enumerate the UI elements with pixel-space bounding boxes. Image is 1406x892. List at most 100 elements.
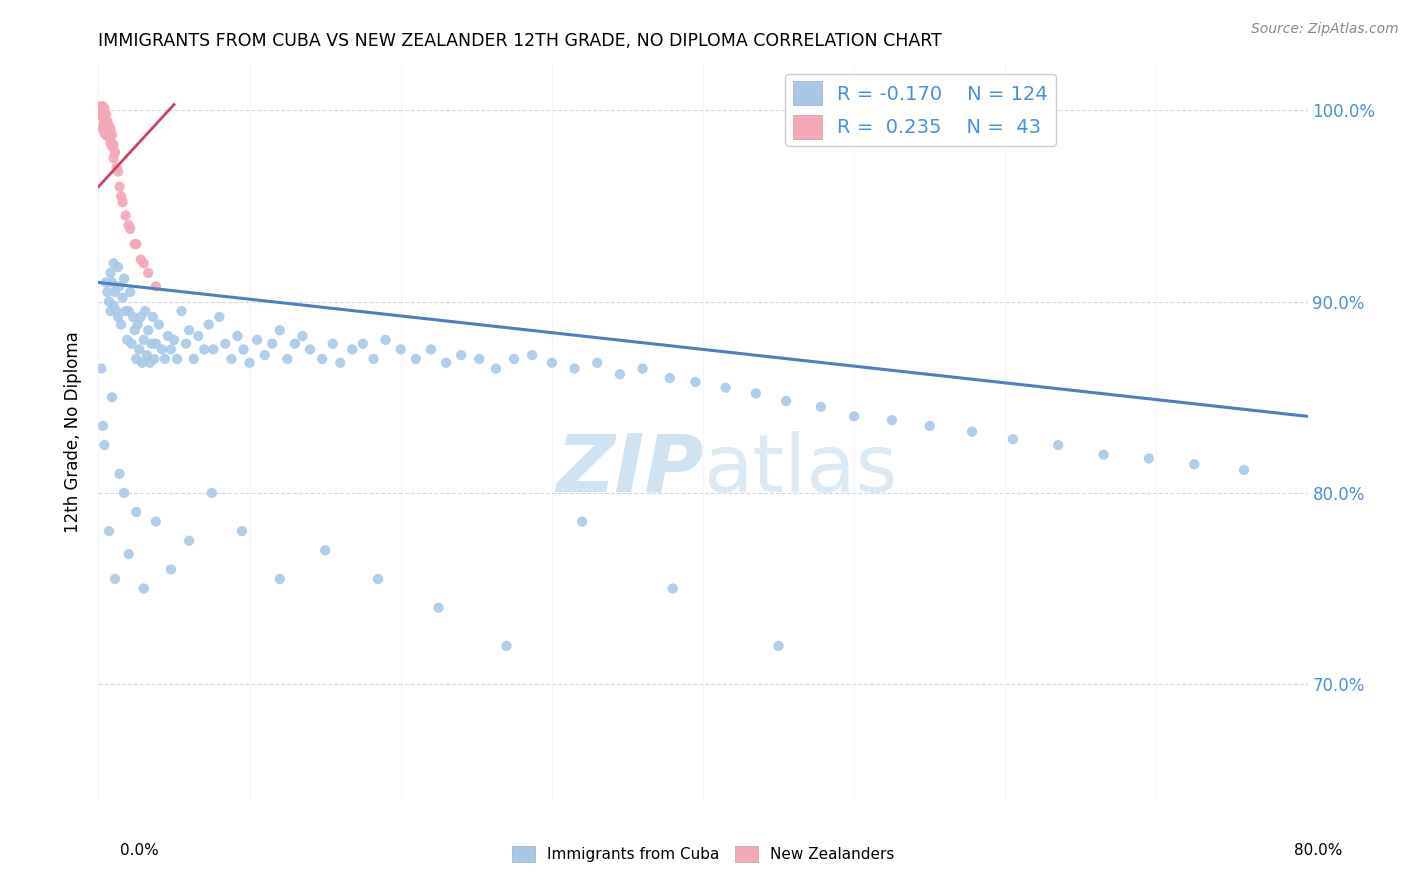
Point	[131, 356, 153, 370]
Point	[100, 136, 122, 150]
Point	[90, 107, 112, 121]
Point	[118, 304, 141, 318]
Point	[450, 348, 472, 362]
Point	[960, 425, 983, 439]
Point	[844, 409, 866, 424]
Point	[427, 600, 450, 615]
Point	[115, 333, 138, 347]
Point	[112, 486, 135, 500]
Point	[156, 329, 179, 343]
Point	[136, 266, 159, 280]
Point	[136, 323, 159, 337]
Point	[111, 195, 134, 210]
Point	[291, 329, 314, 343]
Point	[112, 271, 135, 285]
Point	[94, 276, 117, 290]
Text: Source: ZipAtlas.com: Source: ZipAtlas.com	[1251, 22, 1399, 37]
Point	[150, 343, 173, 357]
Point	[141, 336, 163, 351]
Point	[100, 266, 122, 280]
Point	[503, 351, 526, 366]
Point	[918, 418, 941, 433]
Point	[89, 107, 111, 121]
Point	[135, 348, 157, 362]
Point	[269, 323, 291, 337]
Point	[93, 109, 115, 123]
Point	[96, 126, 118, 140]
Point	[125, 237, 148, 252]
Point	[114, 209, 136, 223]
Point	[98, 130, 121, 145]
Point	[98, 294, 121, 309]
Point	[96, 285, 118, 299]
Point	[485, 361, 508, 376]
Point	[100, 122, 122, 136]
Point	[170, 304, 193, 318]
Point	[201, 486, 224, 500]
Text: 80.0%: 80.0%	[1295, 843, 1343, 858]
Point	[163, 333, 186, 347]
Point	[105, 304, 128, 318]
Point	[98, 119, 121, 133]
Point	[124, 237, 146, 252]
Point	[91, 99, 114, 113]
Point	[299, 343, 322, 357]
Point	[322, 336, 344, 351]
Point	[101, 390, 124, 404]
Point	[89, 99, 111, 113]
Point	[374, 333, 396, 347]
Point	[103, 137, 125, 152]
Point	[132, 333, 155, 347]
Point	[661, 582, 683, 596]
Point	[122, 310, 145, 324]
Point	[311, 351, 333, 366]
Point	[143, 351, 166, 366]
Point	[91, 418, 114, 433]
Point	[127, 318, 149, 332]
Point	[111, 291, 134, 305]
Point	[253, 348, 276, 362]
Point	[714, 381, 737, 395]
Point	[93, 101, 115, 115]
Point	[103, 298, 125, 312]
Point	[108, 279, 131, 293]
Point	[1047, 438, 1070, 452]
Point	[153, 351, 176, 366]
Point	[193, 343, 215, 357]
Legend: Immigrants from Cuba, New Zealanders: Immigrants from Cuba, New Zealanders	[506, 840, 900, 868]
Point	[110, 318, 132, 332]
Point	[367, 572, 389, 586]
Point	[104, 285, 127, 299]
Point	[128, 343, 150, 357]
Point	[389, 343, 412, 357]
Point	[179, 323, 201, 337]
Point	[93, 438, 115, 452]
Text: atlas: atlas	[703, 431, 897, 508]
Point	[101, 276, 124, 290]
Point	[108, 467, 131, 481]
Point	[880, 413, 903, 427]
Point	[571, 515, 593, 529]
Point	[110, 189, 132, 203]
Point	[246, 333, 269, 347]
Point	[160, 343, 183, 357]
Point	[231, 524, 253, 538]
Point	[145, 279, 167, 293]
Point	[495, 639, 517, 653]
Point	[90, 99, 112, 113]
Point	[118, 218, 141, 232]
Point	[108, 179, 131, 194]
Point	[1137, 451, 1160, 466]
Point	[197, 318, 219, 332]
Point	[745, 386, 768, 401]
Point	[405, 351, 427, 366]
Point	[342, 343, 364, 357]
Text: IMMIGRANTS FROM CUBA VS NEW ZEALANDER 12TH GRADE, NO DIPLOMA CORRELATION CHART: IMMIGRANTS FROM CUBA VS NEW ZEALANDER 12…	[98, 32, 942, 50]
Point	[105, 161, 128, 175]
Point	[262, 336, 284, 351]
Point	[284, 336, 307, 351]
Point	[1092, 448, 1115, 462]
Point	[810, 400, 832, 414]
Point	[187, 329, 209, 343]
Point	[522, 348, 544, 362]
